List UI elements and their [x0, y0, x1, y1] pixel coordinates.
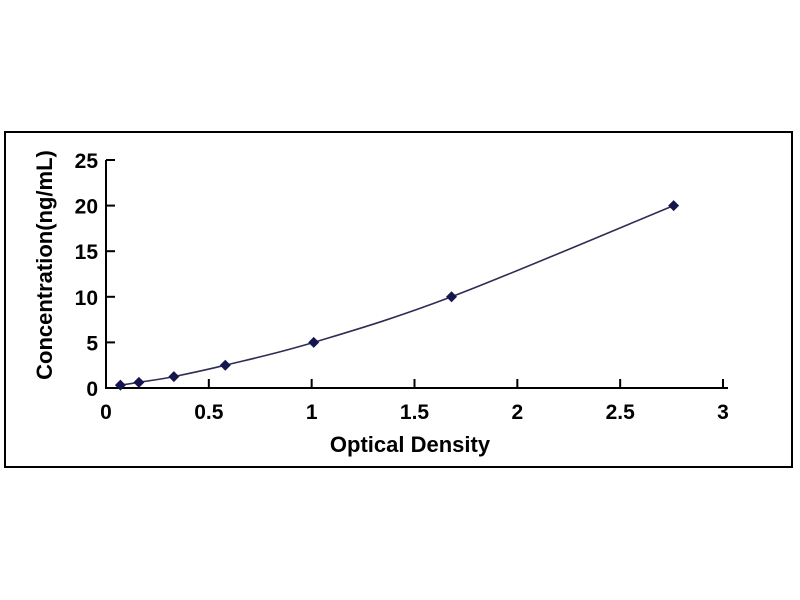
data-point-marker [114, 379, 126, 391]
chart-frame: 0 0.5 1 1.5 2 2.5 3 0 5 10 15 20 25 Optical Density … [4, 131, 793, 468]
y-tick-label: 10 [75, 287, 98, 310]
data-point-marker [133, 376, 145, 388]
standard-curve-line [120, 204, 674, 386]
y-tick-label: 15 [75, 241, 99, 264]
x-tick-label: 2.5 [606, 401, 636, 424]
data-point-marker [168, 371, 180, 383]
y-tick-label: 25 [75, 150, 99, 173]
x-tick-label: 3 [717, 401, 729, 424]
x-tick-label: 0 [100, 401, 112, 424]
y-axis-title: Concentration(ng/mL) [32, 150, 57, 380]
data-point-marker [219, 359, 231, 371]
x-tick-label: 1.5 [400, 401, 430, 424]
data-point-marker [446, 291, 458, 303]
y-tick-label: 5 [86, 332, 98, 355]
y-tick-label: 0 [86, 378, 98, 401]
x-tick-label: 2 [511, 401, 523, 424]
x-axis-title: Optical Density [329, 432, 491, 457]
data-point-marker [308, 336, 320, 348]
y-tick-label: 20 [75, 196, 98, 219]
x-tick-label: 0.5 [194, 401, 224, 424]
data-point-marker [668, 200, 680, 212]
x-tick-label: 1 [306, 401, 318, 424]
plot-area: 0 0.5 1 1.5 2 2.5 3 0 5 10 15 20 25 [75, 150, 729, 424]
